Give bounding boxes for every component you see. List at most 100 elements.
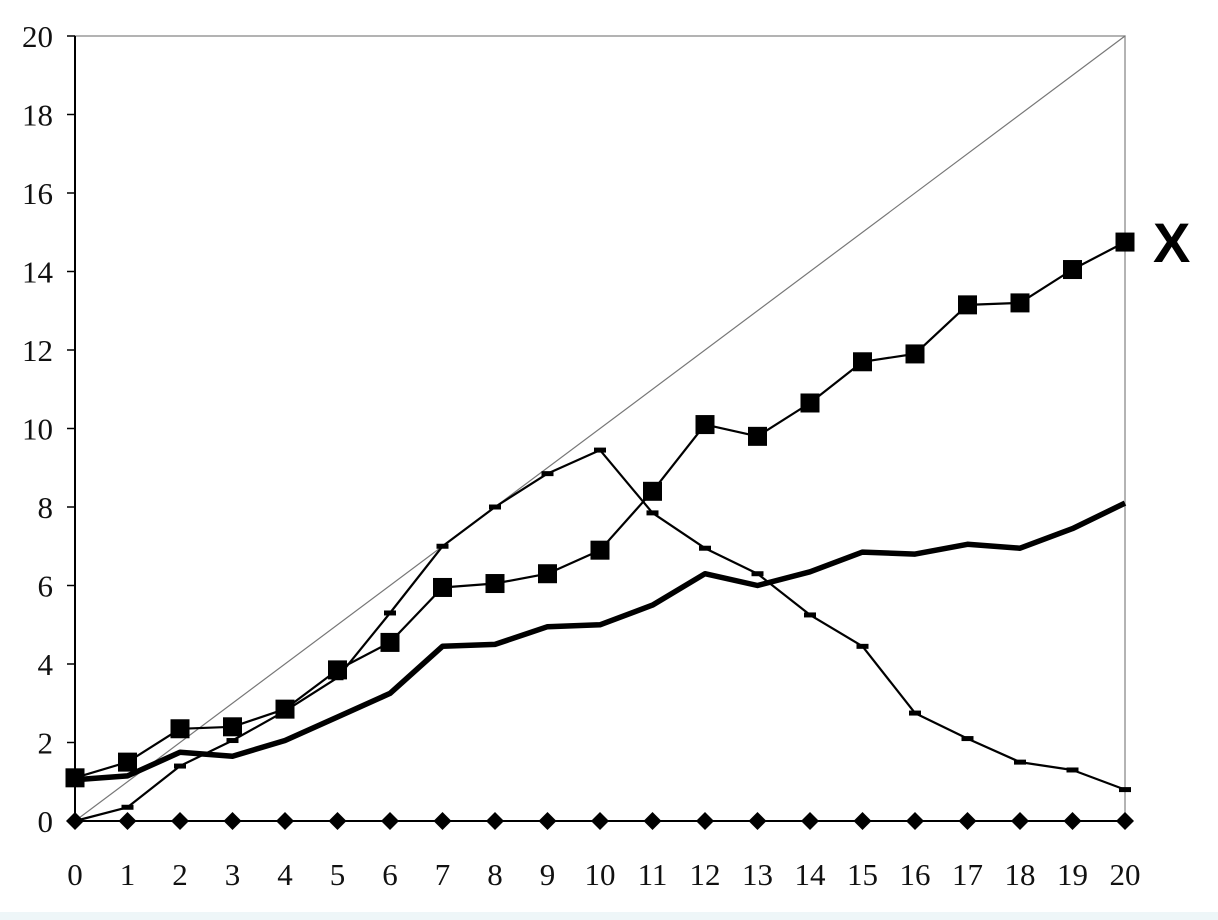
square-data-point xyxy=(905,344,925,364)
series-line xyxy=(74,35,1126,822)
square-data-point xyxy=(223,717,242,737)
y-tick-label: 0 xyxy=(38,804,54,839)
diamond-data-point xyxy=(171,812,189,830)
x-tick-label: 13 xyxy=(742,857,773,892)
dash-data-point xyxy=(646,510,659,516)
diamond-data-point xyxy=(801,812,819,830)
x-tick-label: 18 xyxy=(1005,857,1036,892)
square-data-point xyxy=(380,632,400,652)
dash-data-point xyxy=(489,504,501,510)
square-data-point xyxy=(170,719,190,739)
x-tick-label: 10 xyxy=(585,857,616,892)
dash-data-point xyxy=(909,710,921,716)
x-tick-label: 19 xyxy=(1057,857,1088,892)
annotation-layer: X xyxy=(1153,211,1190,274)
y-tick-label: 4 xyxy=(38,647,54,682)
square-data-point xyxy=(748,426,767,446)
y-tick-label: 8 xyxy=(38,490,54,525)
x-tick-label: 1 xyxy=(120,857,136,892)
x-tick-label: 2 xyxy=(172,857,188,892)
diamond-data-point xyxy=(1116,812,1134,830)
x-tick-label: 7 xyxy=(435,857,451,892)
square-data-point xyxy=(1115,232,1135,252)
square-data-point xyxy=(485,574,505,594)
dash-data-point xyxy=(804,612,816,618)
square-data-point xyxy=(433,577,452,597)
square-data-point xyxy=(275,699,295,719)
x-tick-label: 20 xyxy=(1110,857,1141,892)
square-data-point xyxy=(958,295,977,315)
x-axis-ticks: 0 1 2 3 4 5 6 7 8 9 10 11 12 13 14 15 16 17 18 19 20 xyxy=(67,821,1141,892)
square-data-point xyxy=(853,352,872,372)
dash-data-point xyxy=(174,763,186,769)
series-layer xyxy=(65,35,1135,830)
diamond-data-point xyxy=(276,812,294,830)
x-tick-label: 11 xyxy=(638,857,668,892)
diamond-data-point xyxy=(223,812,242,830)
square-data-point xyxy=(643,481,662,501)
diamond-data-point xyxy=(433,812,452,830)
diamond-data-point xyxy=(906,812,924,830)
square-data-point xyxy=(328,660,347,680)
y-tick-label: 10 xyxy=(22,412,53,447)
x-tick-label: 0 xyxy=(67,857,83,892)
diamond-data-point xyxy=(696,812,714,830)
dash-data-point xyxy=(961,736,974,742)
dash-data-point xyxy=(384,610,396,616)
y-tick-label: 12 xyxy=(22,333,53,368)
bottom-border-band xyxy=(0,912,1218,920)
x-tick-label: 8 xyxy=(487,857,503,892)
diamond-data-point xyxy=(958,812,977,830)
y-tick-label: 16 xyxy=(22,176,53,211)
x-tick-label: 5 xyxy=(330,857,346,892)
series-line xyxy=(74,241,1126,779)
x-tick-label: 4 xyxy=(277,857,293,892)
diamond-data-point xyxy=(486,812,504,830)
dash-data-point xyxy=(121,804,134,810)
square-data-point xyxy=(1063,260,1082,280)
series-diamond-markers xyxy=(66,812,1134,830)
diamond-data-point xyxy=(1063,812,1082,830)
square-data-point xyxy=(538,564,557,584)
dash-data-point xyxy=(856,643,869,649)
dash-data-point xyxy=(1066,767,1079,773)
dash-data-point xyxy=(226,738,239,744)
series-thick-line xyxy=(74,500,1127,783)
square-data-point xyxy=(800,393,820,413)
diamond-data-point xyxy=(381,812,399,830)
series-line xyxy=(74,500,1127,783)
diamond-data-point xyxy=(748,812,767,830)
x-tick-label: 17 xyxy=(952,857,983,892)
x-tick-label: 3 xyxy=(225,857,241,892)
x-tick-label: 6 xyxy=(382,857,398,892)
x-tick-label: 16 xyxy=(900,857,931,892)
diamond-data-point xyxy=(328,812,347,830)
series-line xyxy=(74,449,1126,823)
dash-data-point xyxy=(699,545,711,551)
square-data-point xyxy=(695,415,715,435)
diamond-data-point xyxy=(118,812,137,830)
square-data-point xyxy=(1010,293,1030,313)
dash-data-point xyxy=(594,447,606,453)
x-tick-label: 15 xyxy=(847,857,878,892)
y-tick-label: 14 xyxy=(22,255,54,290)
dash-data-point xyxy=(1014,759,1026,765)
diamond-data-point xyxy=(643,812,662,830)
dash-data-point xyxy=(436,543,449,549)
y-tick-label: 6 xyxy=(38,569,54,604)
series-square-markers xyxy=(65,232,1135,788)
dash-data-point xyxy=(541,471,554,477)
y-axis-ticks: 0 2 4 6 8 10 12 14 16 18 20 xyxy=(22,19,75,839)
diamond-data-point xyxy=(66,812,84,830)
diamond-data-point xyxy=(538,812,557,830)
diamond-data-point xyxy=(853,812,872,830)
y-tick-label: 18 xyxy=(22,98,53,133)
square-data-point xyxy=(590,540,610,560)
series-dash-markers xyxy=(69,447,1131,824)
x-tick-label: 9 xyxy=(540,857,556,892)
series-label-x: X xyxy=(1153,211,1190,274)
diamond-data-point xyxy=(1011,812,1029,830)
dash-data-point xyxy=(751,571,764,577)
